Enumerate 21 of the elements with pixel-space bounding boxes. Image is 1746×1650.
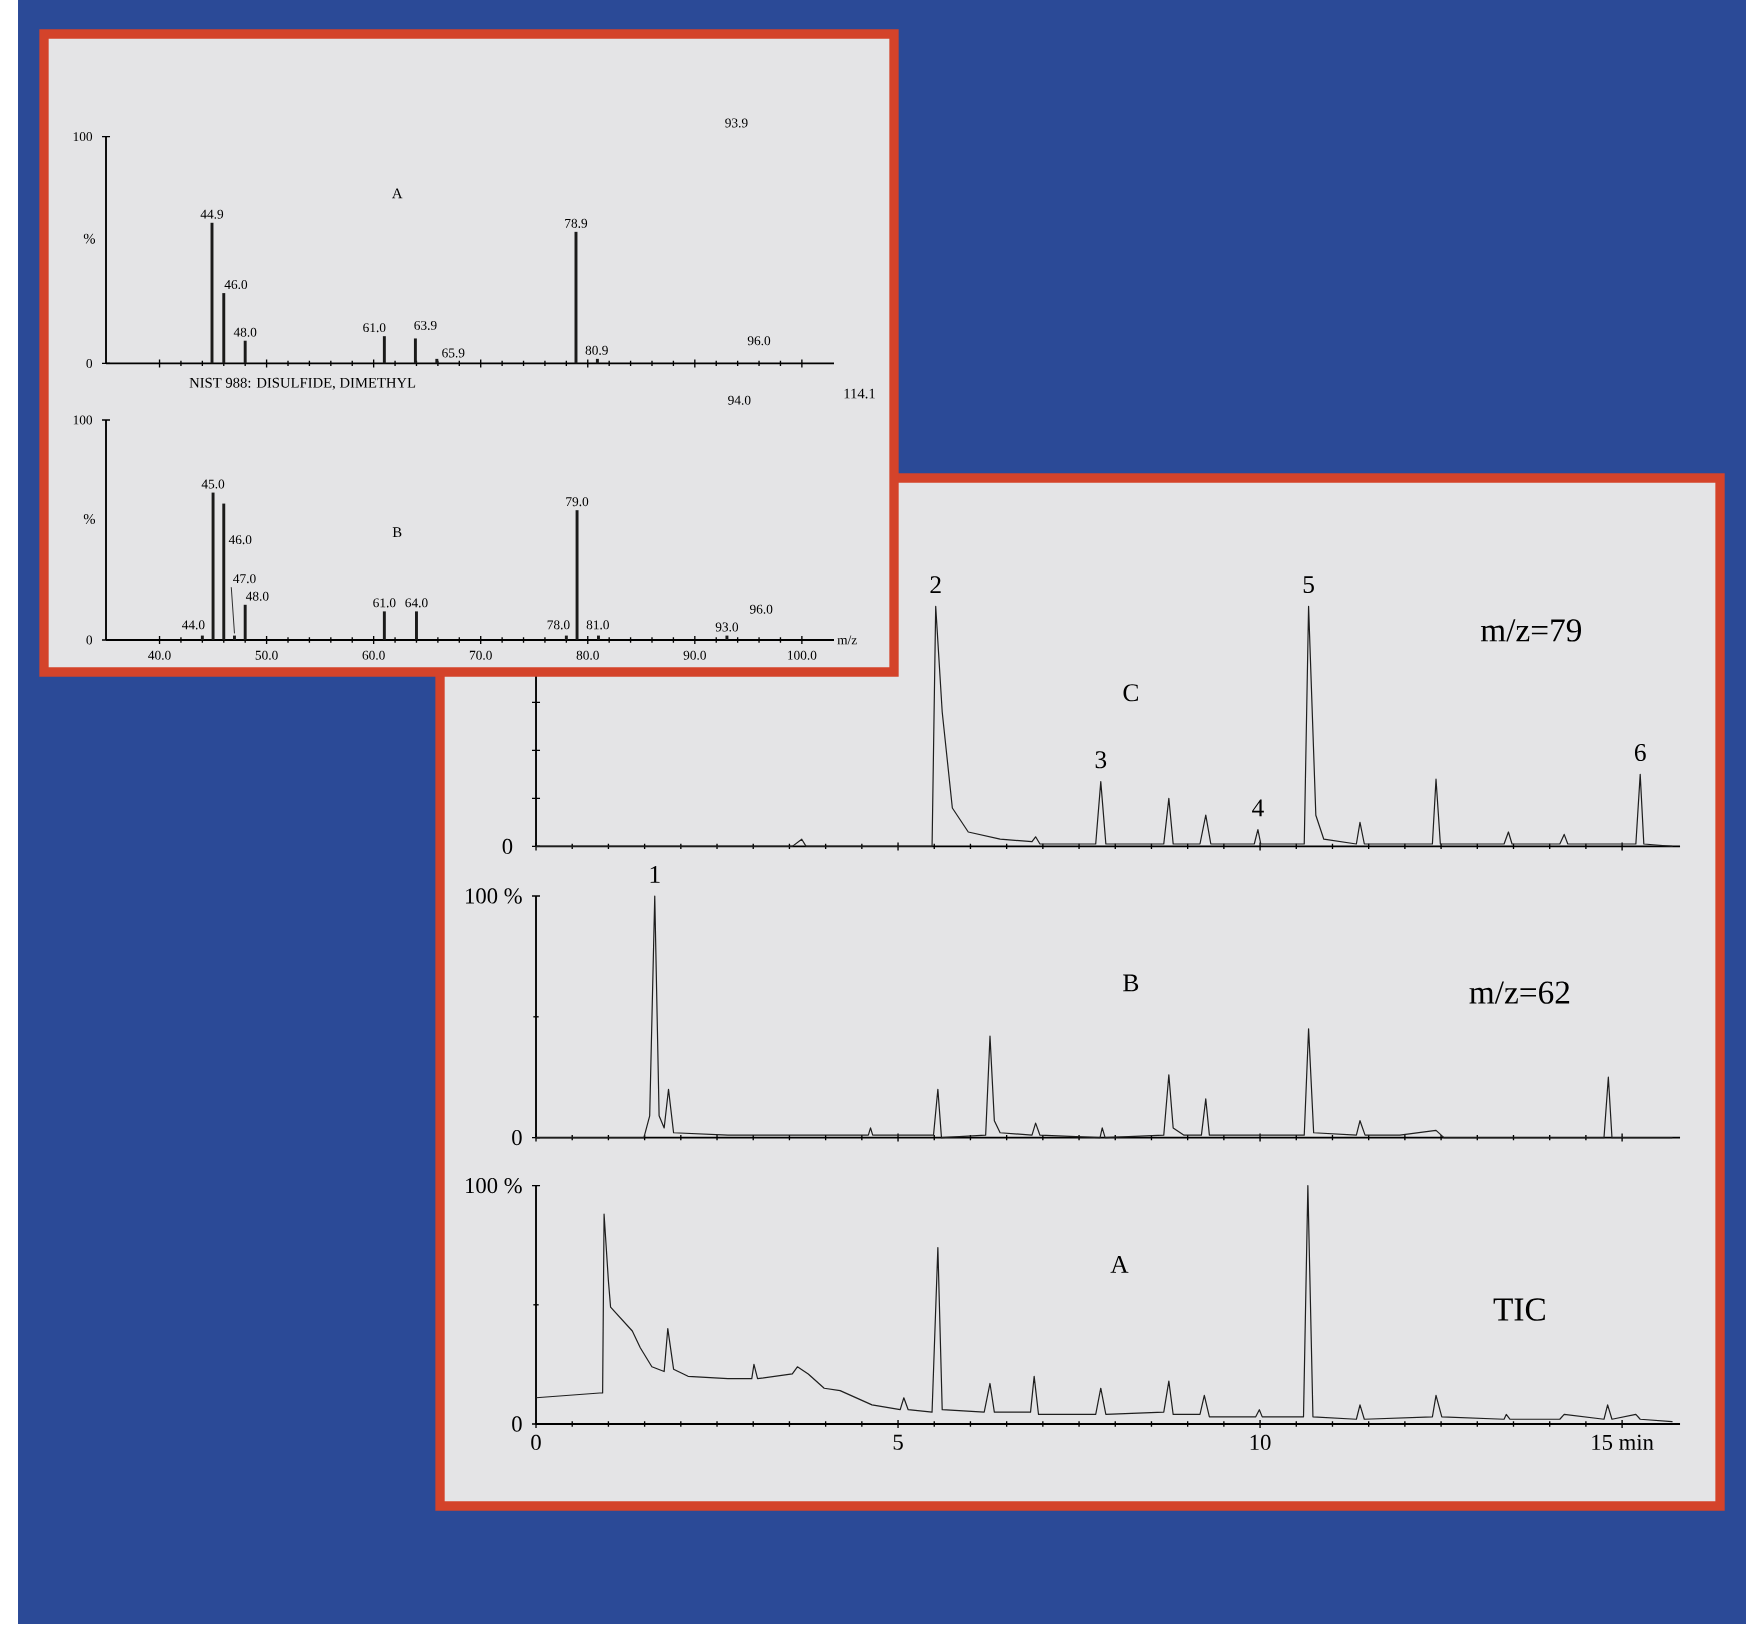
annotation: 4: [1252, 799, 1264, 817]
chart-title: m/z=79: [1480, 619, 1582, 642]
text: TIC: [1493, 1298, 1545, 1321]
annotation: 5: [1303, 576, 1314, 594]
annotation: 3: [1095, 751, 1107, 769]
annotation: B: [1123, 974, 1139, 992]
x-tick-label: 0: [531, 1434, 541, 1451]
x-tick-label: 10: [1250, 1434, 1271, 1451]
x-tick-label: 5: [893, 1434, 903, 1450]
annotation: 1: [650, 865, 660, 883]
y-tick-label: 100 %: [466, 888, 522, 904]
line-series: [535, 1184, 1673, 1423]
y-tick-label: 0: [512, 1416, 522, 1432]
annotation: 2: [930, 576, 941, 594]
y-tick-label: 0: [512, 1129, 522, 1146]
y-tick-label: 100 %: [466, 1177, 522, 1194]
annotation: C: [1123, 684, 1138, 702]
annotation: 6: [1634, 744, 1646, 762]
x-tick-label: 15 min: [1592, 1434, 1654, 1450]
text: m/z=62: [1469, 981, 1570, 1004]
annotation: A: [1110, 1255, 1129, 1273]
